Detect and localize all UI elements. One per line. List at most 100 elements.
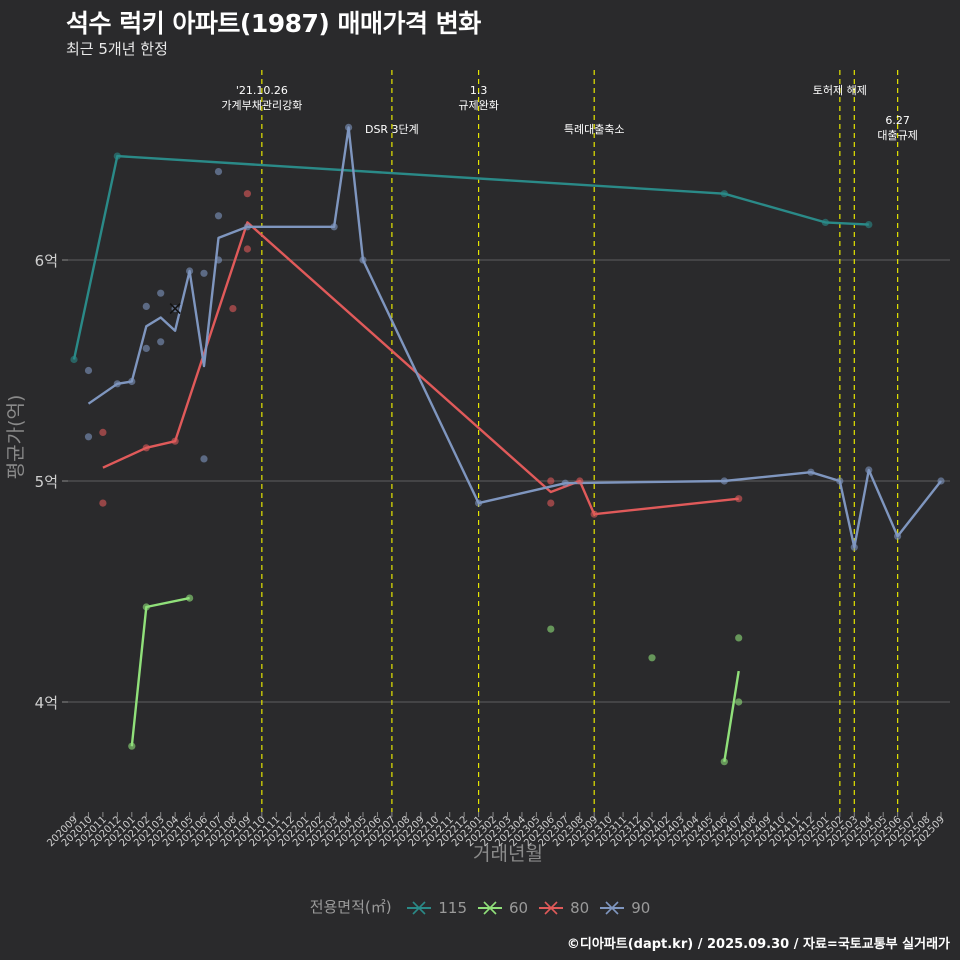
series-90-line xyxy=(87,126,942,549)
legend-item-60: 60 xyxy=(477,898,528,917)
series-lines xyxy=(72,126,942,762)
series-115-point xyxy=(113,152,121,160)
event-annotation: 규제완화 xyxy=(458,99,498,112)
series-90-point xyxy=(937,477,945,485)
series-90-point xyxy=(113,380,121,388)
event-lines xyxy=(261,70,899,812)
special-x-marker xyxy=(169,303,181,315)
legend-swatch xyxy=(539,901,564,915)
chart-subtitle: 최근 5개년 한정 xyxy=(66,40,168,58)
series-115-point xyxy=(821,218,830,226)
legend-swatch-x xyxy=(483,901,497,915)
legend-swatch-x xyxy=(605,901,619,915)
x-axis-label: 거래년월 xyxy=(473,843,543,865)
legend-label: 90 xyxy=(631,898,651,917)
series-80-point xyxy=(576,477,584,485)
series-90-point xyxy=(561,479,569,487)
series-60-point xyxy=(720,758,728,766)
legend: 전용면적(㎡) 115 60 80 90 xyxy=(0,896,960,917)
series-90-point xyxy=(157,289,165,297)
series-80-point xyxy=(243,190,251,198)
series-115-point xyxy=(70,355,78,364)
event-annotation: 가계부채관리강화 xyxy=(221,99,302,112)
legend-swatch xyxy=(478,901,503,915)
series-80-point xyxy=(171,437,179,445)
grid-lines xyxy=(62,259,950,703)
series-90-point xyxy=(214,212,223,220)
y-tick-label: 6억 xyxy=(35,252,58,270)
legend-swatch xyxy=(407,901,432,915)
y-tick-label: 4억 xyxy=(35,694,58,712)
series-80-line xyxy=(102,221,739,516)
legend-swatch-x xyxy=(544,901,558,915)
series-90-point xyxy=(836,477,844,485)
series-points xyxy=(70,123,945,766)
series-80-point xyxy=(547,499,555,507)
series-80-point xyxy=(142,444,150,452)
series-60-point xyxy=(142,603,150,611)
series-90-point xyxy=(894,532,902,540)
legend-item-90: 90 xyxy=(599,898,650,917)
legend-item-115: 115 xyxy=(406,898,467,917)
legend-label: 115 xyxy=(438,898,468,917)
series-115-point xyxy=(720,190,728,198)
series-90-point xyxy=(157,338,165,346)
series-80-point xyxy=(229,305,237,313)
chart-title: 석수 럭키 아파트(1987) 매매가격 변화 xyxy=(66,9,481,38)
legend-label: 60 xyxy=(509,898,529,917)
series-90-point xyxy=(128,377,136,386)
series-80-point xyxy=(99,499,107,507)
legend-title: 전용면적(㎡) xyxy=(309,898,392,916)
event-annotation: 1.3 xyxy=(470,84,488,97)
event-annotation: 6.27 xyxy=(885,114,910,127)
series-90-point xyxy=(850,543,858,551)
legend-item-80: 80 xyxy=(538,898,589,917)
series-115-point xyxy=(865,221,873,229)
series-80-point xyxy=(547,477,555,485)
series-90-point xyxy=(200,269,208,277)
series-80-point xyxy=(243,245,251,253)
series-80-point xyxy=(590,510,598,518)
y-axis-label: 평균가(억) xyxy=(5,395,27,480)
series-90-point xyxy=(84,366,93,375)
series-90-point xyxy=(807,468,815,476)
event-annotation: 특례대출축소 xyxy=(564,123,625,136)
event-annotation: '21.10.26 xyxy=(236,84,288,97)
series-90-point xyxy=(142,344,150,352)
series-60-point xyxy=(735,634,743,642)
y-axis-ticks: 4억 5억 6억 xyxy=(35,252,68,712)
legend-swatch xyxy=(600,901,625,915)
series-60-point xyxy=(186,594,194,602)
series-90-point xyxy=(142,302,150,310)
series-60-point xyxy=(648,654,656,662)
series-90-point xyxy=(214,256,223,264)
special-x-marker-stroke xyxy=(169,303,181,315)
event-annotation: 대출규제 xyxy=(877,129,917,142)
series-80-point xyxy=(735,495,743,503)
series-60-point xyxy=(547,625,555,633)
series-90-point xyxy=(243,223,251,231)
series-90-point xyxy=(720,477,728,485)
series-90-point xyxy=(186,267,194,275)
series-90-point xyxy=(214,168,223,176)
series-90-point xyxy=(330,223,338,231)
series-60-point xyxy=(128,742,136,750)
series-90-point xyxy=(865,466,873,474)
series-115-line xyxy=(72,154,869,360)
event-annotation: 토허제 해제 xyxy=(813,83,867,97)
series-90-point xyxy=(345,123,353,131)
series-90-point xyxy=(200,455,208,463)
source-caption: ©디아파트(dapt.kr) / 2025.09.30 / 자료=국토교통부 실… xyxy=(566,937,950,952)
series-60-line xyxy=(130,596,190,747)
event-annotation: DSR 3단계 xyxy=(365,123,419,136)
y-tick-label: 5억 xyxy=(35,473,58,491)
legend-swatch-x xyxy=(412,901,426,915)
series-80-point xyxy=(99,428,107,436)
series-60-line xyxy=(723,670,740,762)
legend-label: 80 xyxy=(570,898,590,917)
series-90-point xyxy=(475,499,483,507)
series-90-point xyxy=(359,256,367,264)
series-60-point xyxy=(735,698,743,706)
